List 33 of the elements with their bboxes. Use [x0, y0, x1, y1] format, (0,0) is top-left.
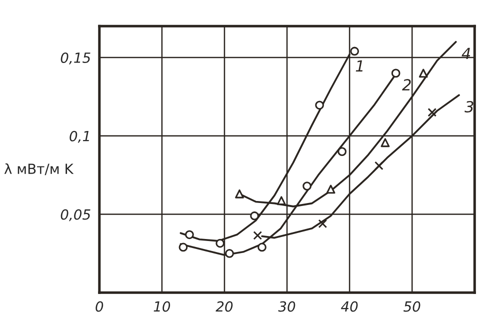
x-tick-label: 20 — [216, 301, 233, 312]
point — [374, 161, 384, 170]
point — [302, 182, 312, 190]
point — [338, 147, 346, 156]
series-label: 4 — [462, 48, 470, 59]
y-tick-label: 0,15 — [60, 52, 90, 64]
point — [235, 189, 244, 198]
point — [258, 242, 266, 252]
series-label: 2 — [402, 79, 411, 90]
point — [315, 100, 324, 110]
point — [428, 108, 437, 117]
y-tick-label: 0,1 — [70, 130, 89, 143]
y-tick-label: 0,05 — [60, 209, 90, 222]
point — [380, 138, 390, 148]
x-tick-label: 30 — [278, 301, 296, 312]
series-label: 3 — [464, 100, 474, 113]
point — [326, 184, 336, 194]
point — [391, 68, 400, 78]
x-tick-label: 10 — [154, 301, 170, 312]
point — [350, 46, 359, 56]
point — [225, 249, 234, 258]
point — [418, 68, 428, 78]
point — [178, 242, 188, 252]
point — [276, 196, 286, 206]
x-tick-label: 40 — [340, 301, 358, 312]
y-axis-title: λ мВт/м K — [4, 163, 74, 176]
point — [185, 230, 194, 240]
point — [216, 238, 225, 248]
point — [318, 219, 328, 228]
point — [250, 211, 259, 220]
x-tick-label: 0 — [96, 301, 104, 312]
series-label: 1 — [356, 60, 363, 72]
x-tick-label: 50 — [404, 301, 420, 312]
